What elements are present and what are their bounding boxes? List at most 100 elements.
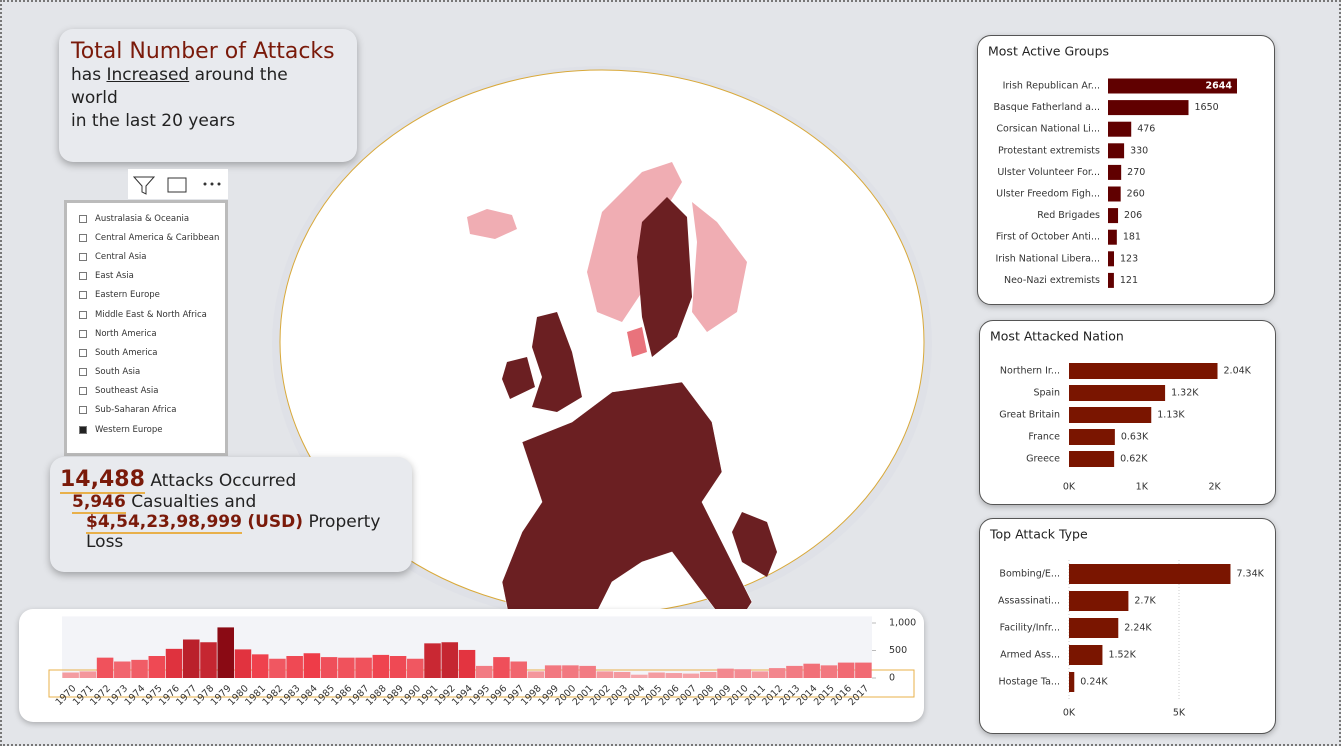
bar	[303, 653, 321, 678]
chart-title: Most Active Groups	[988, 44, 1109, 59]
category-label: Bombing/E...	[999, 569, 1060, 580]
chart-card: Most Active Groups Irish Republican Ar...…	[977, 35, 1275, 305]
data-label: 181	[1123, 232, 1141, 243]
bar	[682, 673, 700, 678]
checkbox[interactable]	[79, 310, 87, 319]
bar	[648, 672, 665, 678]
slicer-item[interactable]: North America	[79, 324, 225, 343]
bar	[596, 671, 614, 678]
data-label: 0.63K	[1121, 432, 1149, 443]
checkbox[interactable]	[79, 214, 87, 223]
bar	[1108, 251, 1115, 267]
slicer-item[interactable]: Southeast Asia	[79, 382, 225, 401]
slicer-item[interactable]: South America	[79, 343, 225, 362]
more-icon[interactable]	[203, 182, 207, 186]
bar	[751, 671, 769, 678]
category-label: Spain	[1033, 388, 1060, 399]
visual-header	[128, 169, 228, 199]
bar	[579, 665, 596, 678]
chart-card: 0 500 1,000 1970 1971 1972 1973 1974 1975 1976 197…	[19, 609, 924, 722]
checkbox[interactable]	[79, 252, 87, 261]
category-label: France	[1028, 432, 1060, 443]
bar	[493, 657, 510, 678]
bar	[544, 665, 562, 678]
kpi-unit: (USD)	[247, 512, 304, 532]
more-icon	[217, 182, 221, 186]
bar	[355, 657, 372, 678]
category-label: Facility/Infr...	[1000, 623, 1060, 634]
category-label: Ulster Freedom Figh...	[996, 189, 1100, 200]
checkbox[interactable]	[79, 368, 87, 377]
slicer-item[interactable]: Sub-Saharan Africa	[79, 401, 225, 420]
chart: 05001,0001970197119721973197419751976197…	[48, 616, 916, 708]
category-label: Armed Ass...	[1000, 650, 1060, 661]
region-slicer: Australasia & Oceania Central America & C…	[64, 200, 228, 456]
data-label: 2.04K	[1224, 366, 1252, 377]
chart-title: Most Attacked Nation	[990, 329, 1124, 344]
slicer-label: Western Europe	[95, 424, 163, 435]
chart: Most Active Groups Irish Republican Ar...…	[988, 44, 1237, 288]
x-tick-label: 0K	[1063, 482, 1076, 493]
bar	[1108, 121, 1132, 137]
data-label: 0.62K	[1120, 454, 1148, 465]
slicer-label: Middle East & North Africa	[95, 309, 207, 320]
checkbox[interactable]	[79, 329, 87, 338]
bar	[1069, 591, 1129, 611]
data-label: 7.34K	[1236, 569, 1264, 580]
slicer-item[interactable]: South Asia	[79, 363, 225, 382]
checkbox[interactable]	[79, 406, 87, 415]
bar	[251, 654, 269, 678]
bar	[320, 657, 338, 678]
slicer-item[interactable]: East Asia	[79, 267, 225, 286]
slicer-item[interactable]: Eastern Europe	[79, 286, 225, 305]
bar	[734, 669, 752, 678]
x-tick-label: 2K	[1208, 482, 1221, 493]
headline-text: has Increased around the world in the las…	[71, 64, 321, 133]
checkbox[interactable]	[79, 387, 87, 396]
slicer-item[interactable]: Central America & Caribbean	[79, 228, 225, 247]
x-tick-label: 1K	[1136, 482, 1149, 493]
headline-emphasis: Increased	[106, 65, 190, 85]
data-label: 476	[1137, 124, 1155, 135]
y-tick-label: 0	[889, 673, 895, 684]
bar	[562, 665, 579, 678]
bar	[200, 642, 217, 678]
checkbox[interactable]	[79, 233, 87, 242]
data-label: 1.13K	[1157, 410, 1185, 421]
slicer-label: Australasia & Oceania	[95, 213, 190, 224]
x-tick-label: 0K	[1063, 708, 1076, 719]
slicer-item[interactable]: Western Europe	[79, 420, 225, 439]
checkbox[interactable]	[79, 425, 87, 434]
bar	[148, 656, 166, 678]
category-label: Neo-Nazi extremists	[1004, 275, 1100, 286]
headline-text: in the last 20 years	[71, 111, 236, 131]
category-label: Irish National Libera...	[995, 253, 1100, 264]
slicer-item[interactable]: Middle East & North Africa	[79, 305, 225, 324]
bar	[717, 668, 734, 678]
checkbox[interactable]	[79, 272, 87, 281]
checkbox[interactable]	[79, 291, 87, 300]
data-label: 123	[1120, 253, 1138, 264]
finland	[692, 202, 747, 332]
slicer-item[interactable]: Australasia & Oceania	[79, 209, 225, 228]
filter-icon[interactable]	[132, 176, 156, 195]
category-label: First of October Anti...	[996, 232, 1100, 243]
bar	[1108, 186, 1121, 202]
bar	[700, 671, 717, 678]
y-tick-label: 1,000	[889, 618, 916, 629]
bar	[407, 658, 424, 678]
bar	[837, 662, 855, 678]
bar	[62, 672, 79, 678]
slicer-item[interactable]: Central Asia	[79, 247, 225, 266]
bar	[1069, 645, 1103, 665]
data-label: 330	[1130, 145, 1148, 156]
bar	[441, 642, 459, 678]
category-label: Hostage Ta...	[999, 677, 1060, 688]
bar	[1069, 672, 1075, 692]
bar	[855, 662, 872, 678]
checkbox[interactable]	[79, 348, 87, 357]
y-tick-label: 500	[889, 645, 907, 656]
bar	[338, 657, 355, 678]
bar	[1108, 208, 1119, 224]
focus-icon[interactable]	[167, 177, 187, 193]
